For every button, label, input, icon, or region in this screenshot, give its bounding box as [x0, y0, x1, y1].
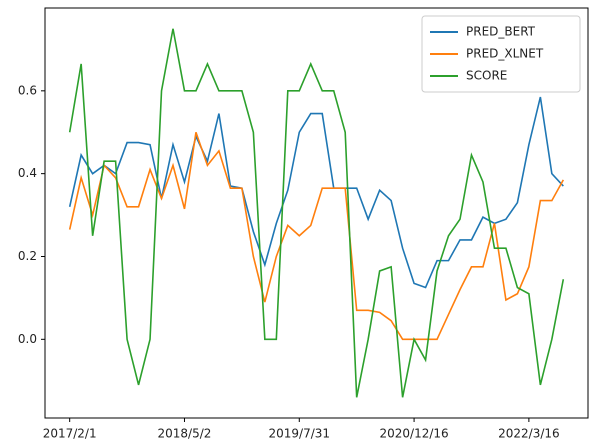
y-tick-label: 0.4 [18, 166, 37, 180]
x-tick-label: 2018/5/2 [158, 427, 212, 441]
y-tick-label: 0.0 [18, 332, 37, 346]
series-line [68, 96, 564, 289]
legend-label: SCORE [466, 69, 507, 83]
legend-label: PRED_BERT [466, 25, 536, 39]
legend-label: PRED_XLNET [466, 47, 544, 61]
x-tick-label: 2017/2/1 [43, 427, 97, 441]
x-tick-label: 2022/3/16 [498, 427, 560, 441]
plot-frame [44, 7, 589, 419]
x-tick-label: 2019/7/31 [269, 427, 331, 441]
series-line [68, 28, 565, 398]
legend-box [421, 15, 581, 93]
y-tick-label: 0.2 [18, 249, 37, 263]
x-tick-label: 2020/12/16 [379, 427, 448, 441]
series-line [68, 131, 565, 341]
y-tick-label: 0.6 [18, 83, 37, 97]
